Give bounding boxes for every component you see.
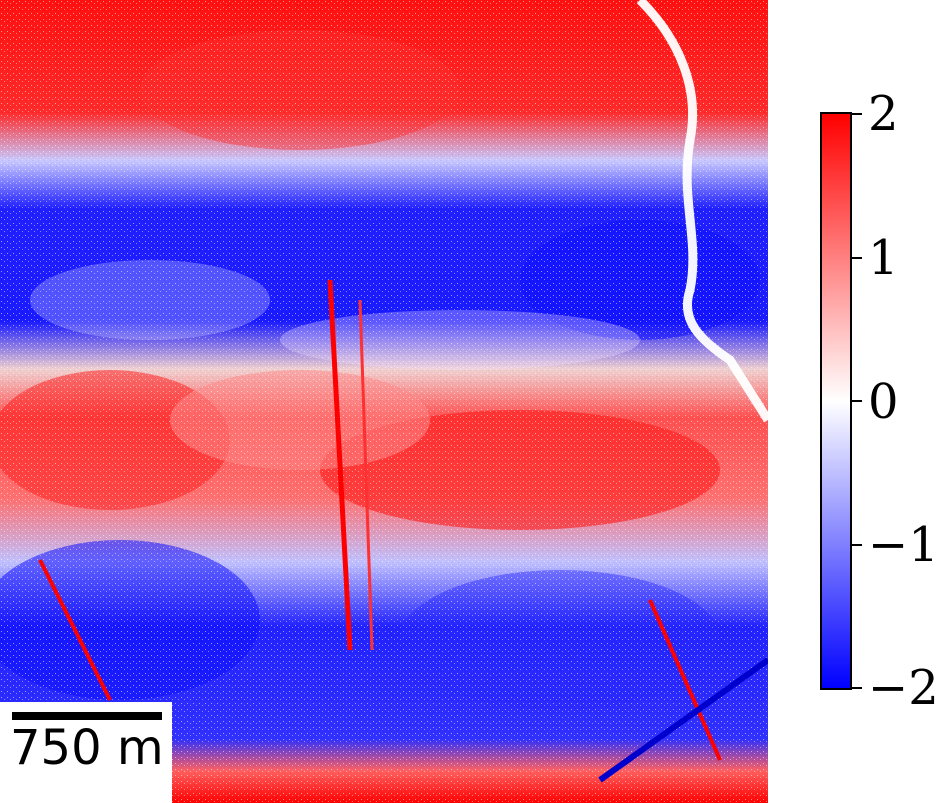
colorbar-tick [852,687,862,689]
scale-bar: 750 m [0,702,172,803]
colorbar-tick [852,544,862,546]
colorbar-tick-label: 2 [868,86,899,142]
scale-bar-line [12,712,162,720]
deformation-map-raster [0,0,768,803]
colorbar-tick [852,113,862,115]
colorbar-tick [852,257,862,259]
colorbar-tick-label: −2 [868,660,939,716]
colorbar-tick-label: 1 [868,230,899,286]
colorbar-tick-label: −1 [868,517,939,573]
scale-bar-label: 750 m [10,720,164,776]
colorbar-tick-label: 0 [868,374,899,430]
colorbar-tick [852,400,862,402]
colorbar [820,112,852,690]
